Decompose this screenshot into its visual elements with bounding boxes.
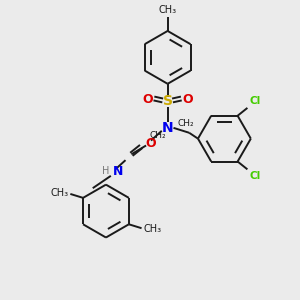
Text: CH₃: CH₃ bbox=[143, 224, 162, 234]
Text: CH₃: CH₃ bbox=[159, 5, 177, 15]
Text: N: N bbox=[113, 165, 123, 178]
Text: S: S bbox=[163, 94, 172, 108]
Text: Cl: Cl bbox=[249, 171, 261, 181]
Text: CH₂: CH₂ bbox=[177, 119, 194, 128]
Text: O: O bbox=[145, 137, 156, 150]
Text: CH₂: CH₂ bbox=[150, 130, 166, 140]
Text: H: H bbox=[103, 166, 110, 176]
Text: O: O bbox=[182, 93, 193, 106]
Text: CH₃: CH₃ bbox=[50, 188, 68, 198]
Text: N: N bbox=[162, 121, 173, 135]
Text: Cl: Cl bbox=[249, 96, 261, 106]
Text: O: O bbox=[143, 93, 153, 106]
